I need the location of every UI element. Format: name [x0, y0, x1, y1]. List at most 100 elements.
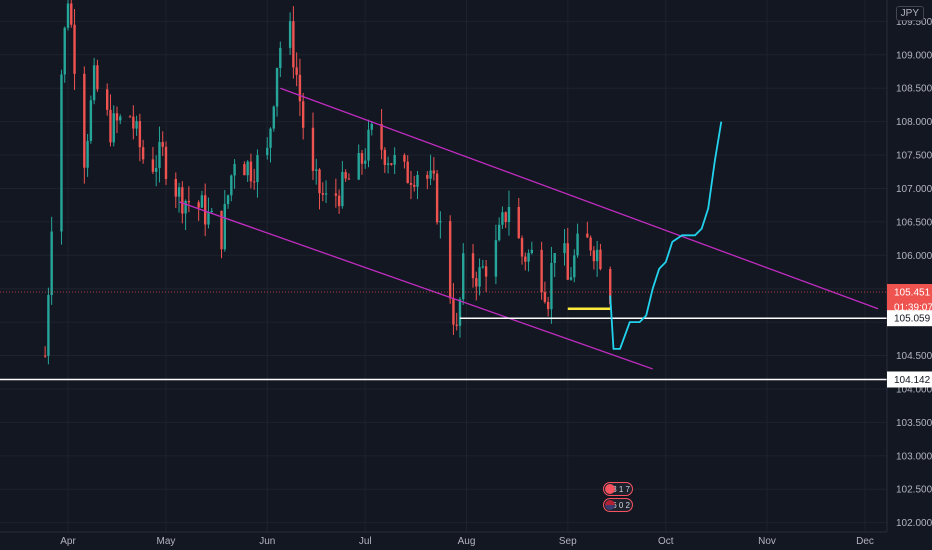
candle-body	[66, 3, 70, 28]
level-badge[interactable]	[887, 371, 932, 388]
y-tick-label: 109.500	[896, 17, 932, 28]
candle-body	[455, 324, 458, 326]
candle-body	[546, 301, 550, 310]
economic-events[interactable]: 3 1 7 5.6 0 2	[603, 482, 633, 522]
candle-body	[83, 73, 86, 168]
candle-body	[527, 252, 530, 262]
candle-body	[569, 277, 573, 280]
x-tick-label: Jul	[359, 536, 372, 547]
candle-body	[164, 146, 168, 179]
candle-body	[197, 202, 200, 208]
candle-body	[357, 153, 360, 180]
candle-body	[324, 193, 328, 195]
y-tick-label: 109.000	[896, 50, 932, 61]
candle-body	[210, 210, 213, 213]
candle-body	[478, 267, 481, 287]
candle-body	[272, 106, 275, 129]
y-tick-label: 106.500	[896, 217, 932, 228]
level-badge-label: 104.142	[894, 375, 931, 386]
candle-body	[360, 153, 364, 164]
candle-body	[292, 21, 295, 68]
candle-body	[426, 174, 429, 179]
time-axis[interactable]: Apr May Jun Jul Aug Sep Oct Nov Dec	[0, 531, 887, 547]
y-tick-label: 108.000	[896, 117, 932, 128]
candle-body	[295, 67, 298, 75]
candle-body	[43, 355, 47, 357]
event-label: 5.6 0 2	[605, 501, 630, 510]
candle-body	[252, 181, 256, 183]
candle-body	[311, 127, 315, 171]
candle-body	[132, 116, 135, 129]
channel-upper-line	[280, 87, 879, 310]
candle-body	[481, 266, 485, 268]
candle-body	[318, 169, 321, 194]
candle-body	[203, 195, 207, 225]
candle-body	[181, 187, 184, 214]
candle-body	[63, 27, 66, 75]
candle-body	[403, 154, 406, 162]
candle-body	[220, 210, 223, 250]
candle-body	[471, 253, 475, 279]
event-badge[interactable]: 3 1 7	[603, 482, 633, 496]
candle-body	[207, 212, 210, 225]
drawing-overlays	[0, 87, 887, 381]
candle-body	[135, 121, 138, 129]
y-tick-label: 103.500	[896, 418, 932, 429]
candle-body	[89, 100, 93, 141]
candle-body	[435, 173, 439, 223]
candle-body	[409, 183, 413, 185]
x-tick-label: Nov	[758, 536, 776, 547]
current-price-badge[interactable]	[887, 283, 932, 300]
candle-body	[158, 142, 161, 169]
candle-body	[269, 128, 272, 148]
candle-body	[390, 163, 393, 165]
y-tick-label: 106.000	[896, 251, 932, 262]
candle-body	[105, 89, 109, 110]
current-price-badge-label: 105.451	[894, 287, 931, 298]
candle-body	[315, 169, 318, 171]
candle-body	[494, 240, 498, 277]
candle-body	[96, 65, 99, 90]
event-badge[interactable]: 5.6 0 2	[603, 498, 633, 512]
candle-body	[543, 292, 547, 302]
candle-body	[367, 129, 370, 161]
x-tick-label: Aug	[458, 536, 476, 547]
candle-body	[484, 266, 488, 277]
candle-body	[112, 113, 115, 143]
candle-body	[138, 121, 142, 148]
price-axis[interactable]: 109.500 109.000 108.500 108.000 107.500 107.0…	[886, 0, 932, 532]
candle-body	[321, 193, 324, 195]
candle-body	[161, 142, 164, 147]
candle-body	[599, 249, 602, 270]
candle-body	[458, 299, 462, 326]
x-tick-label: Oct	[658, 536, 674, 547]
currency-label[interactable]: JPY	[895, 6, 924, 21]
channel-lower-line	[178, 201, 653, 370]
candle-body	[393, 154, 396, 165]
candle-body	[589, 237, 592, 251]
candle-body	[334, 193, 338, 196]
candle-body	[383, 149, 387, 165]
candle-body	[86, 140, 89, 168]
candle-body	[429, 170, 432, 179]
candle-body	[520, 238, 524, 257]
candle-body	[288, 21, 292, 48]
candle-body	[517, 206, 520, 239]
candle-body	[47, 295, 50, 356]
candle-body	[223, 204, 226, 250]
candle-body	[174, 178, 177, 197]
candle-body	[109, 109, 112, 143]
level-badge[interactable]	[887, 310, 932, 327]
candle-body	[364, 160, 367, 164]
event-label: 3 1 7	[612, 485, 630, 494]
candle-body	[279, 47, 282, 69]
candle-body	[439, 221, 442, 223]
candle-body	[298, 74, 302, 102]
y-tick-label: 102.500	[896, 485, 932, 496]
candle-body	[507, 206, 511, 223]
current-price-badge-countdown: 01:39:07	[894, 302, 932, 313]
candle-body	[595, 249, 599, 262]
candle-body	[344, 172, 347, 179]
candle-body	[233, 164, 236, 176]
